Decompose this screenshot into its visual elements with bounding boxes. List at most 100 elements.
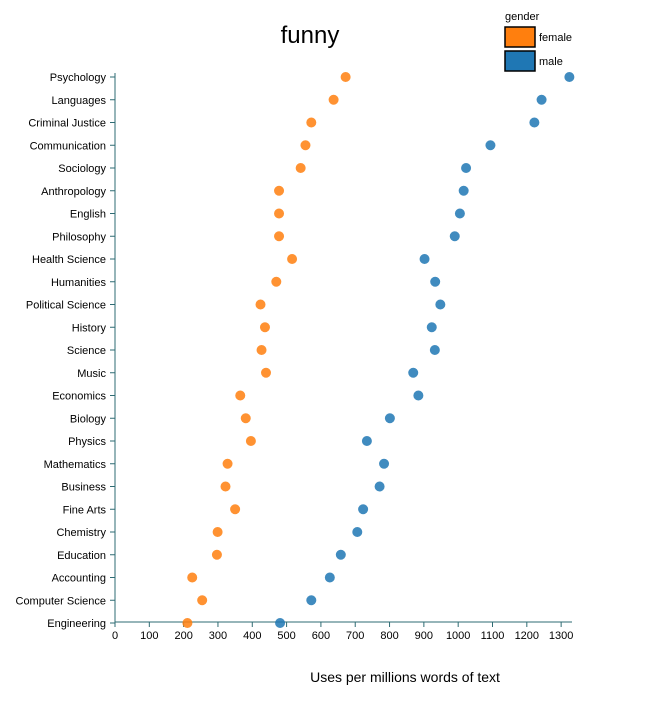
y-tick-label: Music [77,368,106,380]
y-tick-label: Psychology [50,72,107,84]
data-point-female [274,208,285,219]
data-point-male [536,94,547,105]
y-tick-label: Fine Arts [63,504,107,516]
y-tick-label: Physics [68,436,106,448]
data-point-male [324,572,335,583]
data-point-male [408,367,419,378]
data-point-female [211,549,222,560]
y-tick-label: Business [61,482,106,494]
legend-swatch-female [504,26,536,48]
legend-title: gender [505,11,540,23]
data-point-male [306,595,317,606]
data-point-female [328,94,339,105]
x-axis: 0 100 200 300 400 500 600 700 800 900 1000 1100 1200… [112,621,573,642]
y-tick-label: History [72,322,107,334]
y-tick-label: Communication [30,140,106,152]
legend-label-female: female [539,32,572,44]
x-tick-label: 0 [112,630,118,642]
x-tick-label: 1200 [515,630,539,642]
x-tick-label: 1100 [481,630,505,642]
data-point-female [287,254,298,264]
y-tick-label: Anthropology [41,186,106,198]
x-tick-label: 500 [277,630,295,642]
x-tick-label: 200 [174,630,192,642]
data-point-female [340,72,351,82]
data-point-male [413,390,424,401]
data-point-male [426,322,437,333]
data-point-male [435,299,446,310]
data-point-male [529,117,540,128]
data-point-female [271,276,282,287]
data-point-female [274,185,285,196]
data-point-female [306,117,317,128]
data-point-female [245,436,256,446]
data-point-male [429,345,440,355]
y-tick-label: Sociology [58,163,106,175]
x-tick-label: 700 [346,630,364,642]
y-tick-label: Science [67,345,106,357]
y-tick-label: Languages [52,95,107,107]
data-point-male [419,254,430,264]
data-point-female [235,390,246,401]
data-point-male [454,208,465,219]
y-tick-label: Criminal Justice [28,118,106,130]
data-point-female [187,572,198,583]
data-point-male [458,185,469,196]
data-point-female [256,345,267,355]
legend-swatch-male [504,50,536,72]
y-tick-label: Chemistry [56,527,106,539]
data-point-male [461,163,472,173]
x-axis-label: Uses per millions words of text [310,669,500,685]
x-tick-label: 100 [140,630,158,642]
x-tick-label: 1000 [446,630,470,642]
legend-label-male: male [539,56,563,68]
data-point-male [352,527,363,537]
y-tick-label: Education [57,550,106,562]
data-point-female [220,481,231,492]
y-tick-label: Health Science [32,254,106,266]
x-tick-label: 800 [380,630,398,642]
y-tick-label: Mathematics [44,459,107,471]
data-point-female [274,231,285,242]
series-female [182,72,351,628]
data-point-female [197,595,208,606]
x-tick-label: 900 [415,630,433,642]
data-point-male [430,276,441,287]
x-tick-label: 600 [312,630,330,642]
data-points [182,72,575,628]
y-tick-label: Humanities [51,277,107,289]
data-point-male [384,413,395,424]
y-tick-label: Computer Science [16,595,107,607]
data-point-female [240,413,251,424]
y-tick-label: Political Science [26,300,106,312]
x-tick-label: 1300 [549,630,573,642]
data-point-female [259,322,270,333]
data-point-female [222,458,233,469]
data-point-female [255,299,266,310]
data-point-male [374,481,385,492]
y-tick-label: Economics [52,391,106,403]
x-tick-label: 300 [209,630,227,642]
data-point-male [564,72,575,82]
y-tick-label: English [70,209,106,221]
data-point-female [182,618,193,628]
data-point-female [230,504,241,515]
data-point-male [335,549,346,560]
chart-title: funny [281,22,340,49]
data-point-male [275,618,286,628]
y-axis: Psychology Languages Criminal Justice Commu… [16,72,116,630]
data-point-male [358,504,369,515]
series-male [275,72,575,628]
data-point-female [212,527,223,537]
data-point-female [300,140,311,151]
data-point-female [261,367,271,378]
y-tick-label: Accounting [52,573,106,585]
data-point-male [485,140,496,151]
legend: gender female male [504,11,572,72]
x-tick-label: 400 [243,630,261,642]
data-point-male [379,458,390,469]
y-tick-label: Biology [70,413,107,425]
y-tick-label: Philosophy [52,231,106,243]
